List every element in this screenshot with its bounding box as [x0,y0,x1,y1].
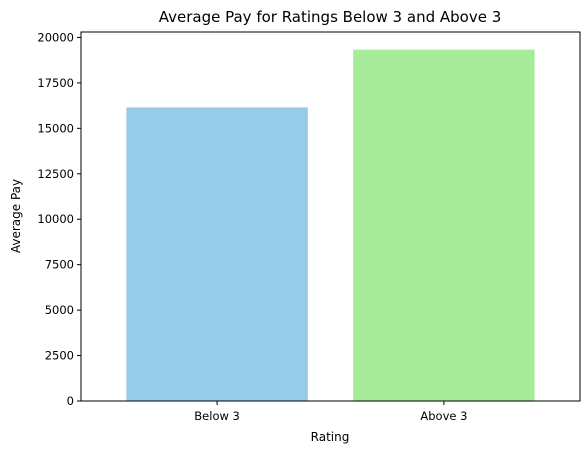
x-axis: Below 3 Above 3 [194,401,467,423]
y-tick-label: 20000 [37,30,74,44]
y-tick-label: 15000 [37,121,74,135]
x-tick-label: Below 3 [194,409,240,423]
x-tick-label: Above 3 [420,409,467,423]
y-tick-label: 12500 [37,167,74,181]
chart-title: Average Pay for Ratings Below 3 and Abov… [159,8,502,26]
y-axis-label: Average Pay [9,179,23,253]
bar-above-3 [353,49,535,401]
y-tick-label: 2500 [45,349,74,363]
plot-frame [80,31,581,402]
y-axis: 0 2500 5000 7500 10000 12500 15000 17500 20000 [37,30,81,408]
x-axis-label: Rating [311,430,350,444]
y-tick-label: 10000 [37,212,74,226]
y-tick-label: 0 [67,394,74,408]
bars-group [126,49,535,401]
bar-below-3 [126,107,308,401]
y-tick-label: 7500 [45,258,74,272]
y-tick-label: 5000 [45,303,74,317]
y-tick-label: 17500 [37,76,74,90]
